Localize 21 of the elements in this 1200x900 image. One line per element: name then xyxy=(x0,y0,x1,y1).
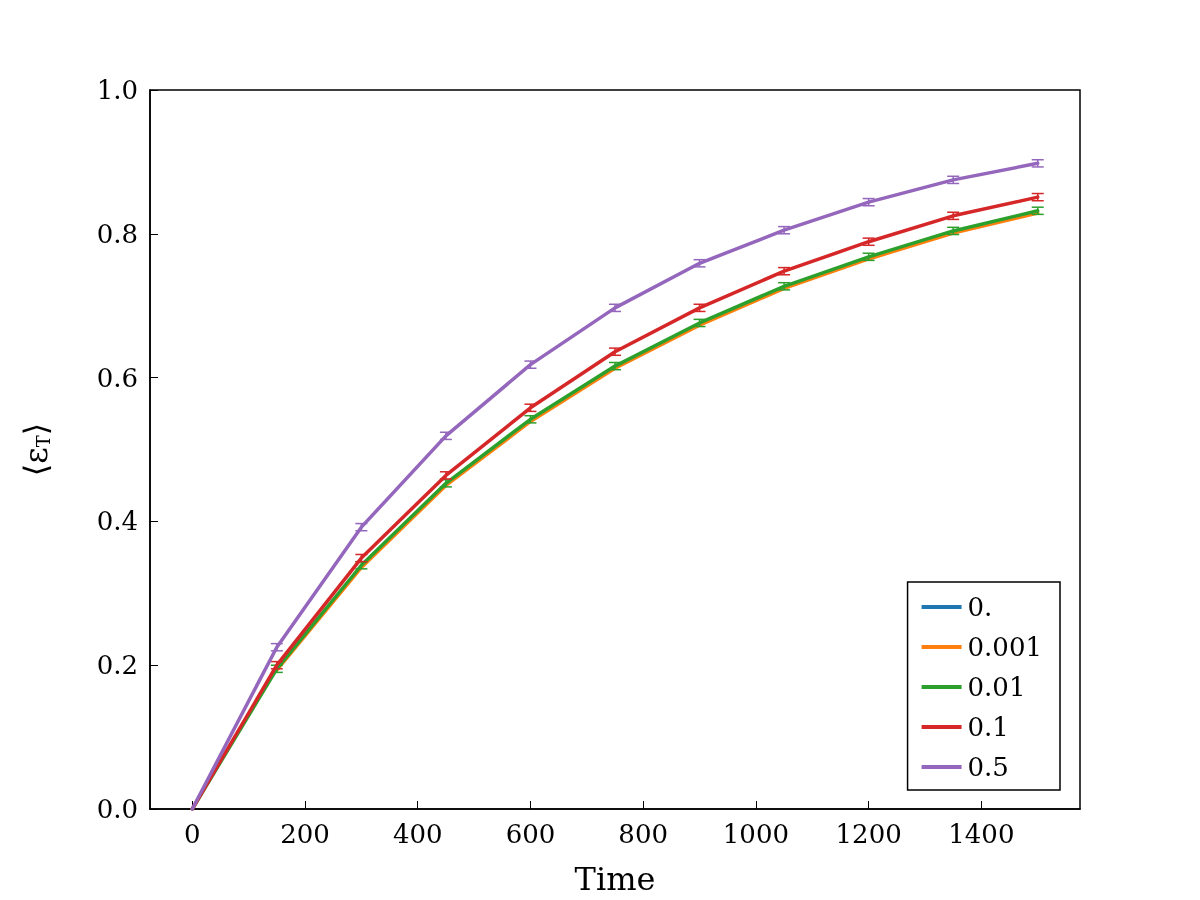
x-axis-title: Time xyxy=(574,860,656,898)
y-tick-label: 0.8 xyxy=(96,218,138,249)
y-tick-label: 0.2 xyxy=(96,650,138,681)
legend-label: 0.001 xyxy=(967,632,1042,662)
x-tick-label: 1400 xyxy=(948,819,1015,849)
legend-label: 0.5 xyxy=(967,752,1009,782)
x-tick-label: 200 xyxy=(280,819,330,849)
x-tick-label: 1000 xyxy=(722,819,789,849)
y-tick-label: 1.0 xyxy=(96,75,138,105)
y-tick-label: 0.6 xyxy=(96,362,138,393)
y-tick-label: 0.4 xyxy=(96,506,138,537)
y-tick-label: 0.0 xyxy=(96,794,138,824)
x-tick-label: 400 xyxy=(392,819,443,849)
x-tick-label: 800 xyxy=(618,819,668,849)
x-tick-label: 1200 xyxy=(835,819,902,849)
x-tick-label: 0 xyxy=(184,819,201,849)
legend-label: 0.1 xyxy=(967,712,1009,742)
legend-label: 0.01 xyxy=(967,672,1026,702)
legend-label: 0. xyxy=(967,592,993,622)
x-tick-label: 600 xyxy=(505,819,556,849)
y-axis-title: ⟨εT⟩ xyxy=(17,422,55,477)
